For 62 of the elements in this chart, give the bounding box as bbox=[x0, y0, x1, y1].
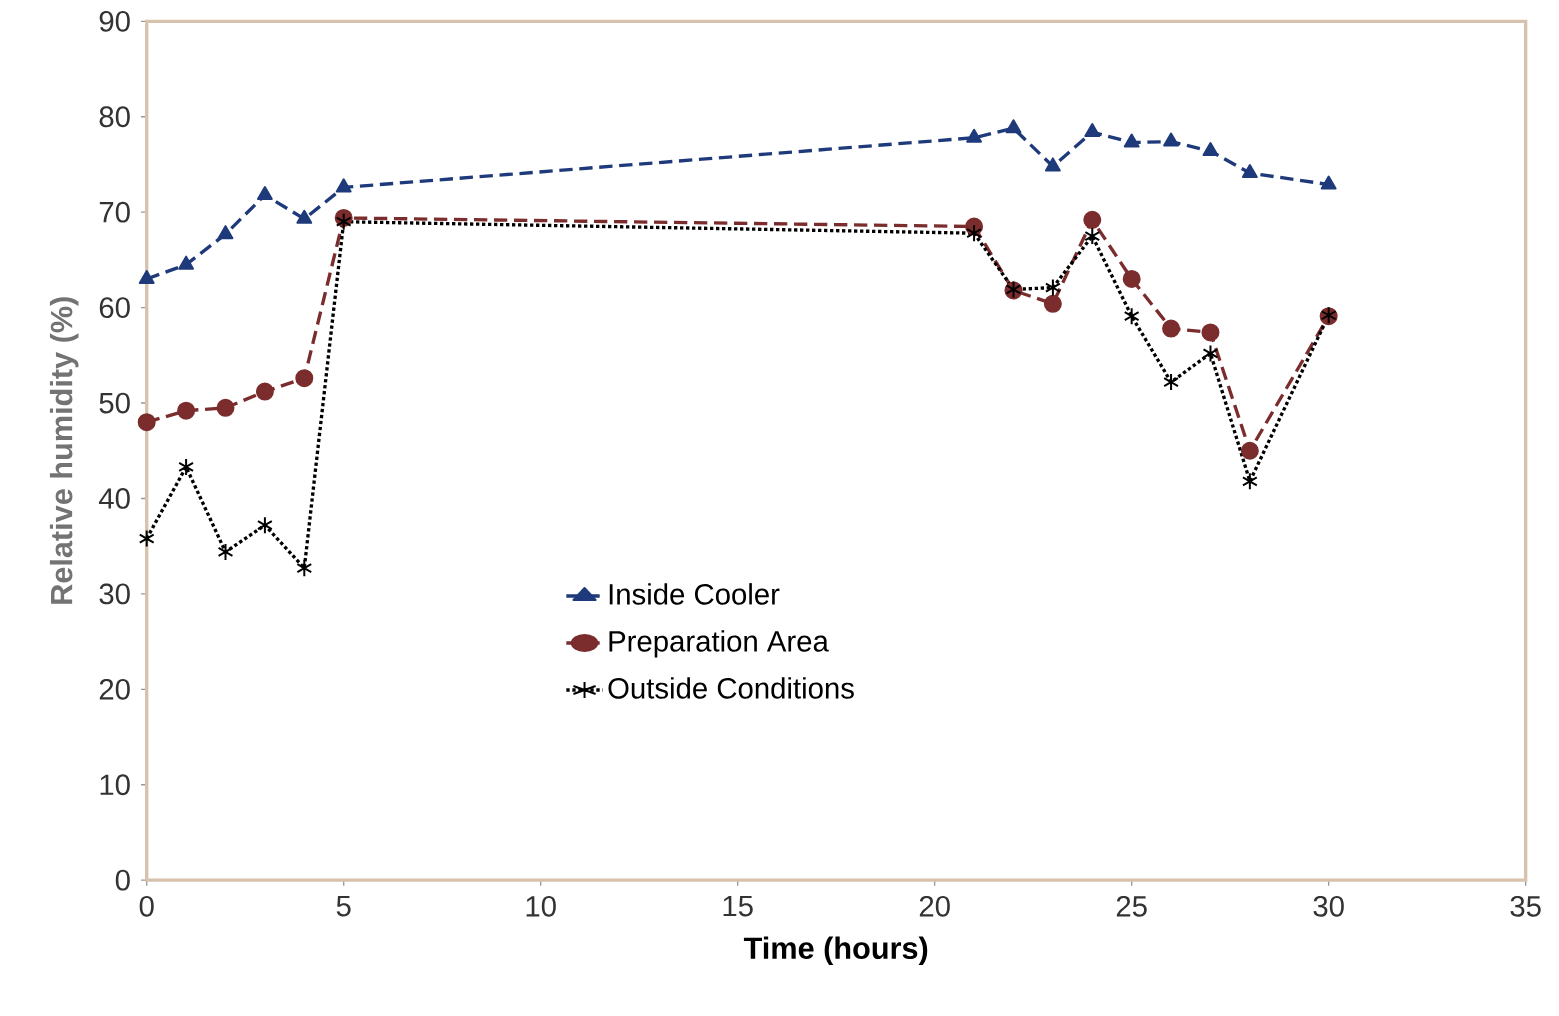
point bbox=[177, 401, 196, 420]
y-tick-label: 0 bbox=[115, 869, 130, 891]
point bbox=[217, 225, 234, 240]
point bbox=[296, 559, 313, 578]
point bbox=[1084, 226, 1101, 245]
x-tick-label: 5 bbox=[336, 895, 351, 917]
y-axis-title: Relative humidity (%) bbox=[49, 297, 79, 604]
point bbox=[1241, 163, 1258, 178]
point bbox=[335, 178, 352, 193]
y-tick-label: 30 bbox=[99, 583, 130, 605]
point bbox=[255, 382, 274, 401]
point bbox=[1241, 472, 1258, 491]
point bbox=[1123, 307, 1140, 326]
point bbox=[335, 212, 352, 231]
legend-label: Outside Conditions bbox=[608, 677, 854, 699]
point bbox=[1202, 344, 1219, 363]
x-tick-label: 30 bbox=[1313, 895, 1344, 917]
point bbox=[178, 457, 195, 476]
point bbox=[295, 369, 314, 388]
point bbox=[1122, 269, 1141, 288]
point bbox=[138, 529, 155, 548]
point bbox=[137, 413, 156, 432]
y-tick-label: 10 bbox=[100, 774, 130, 796]
point bbox=[1084, 122, 1101, 137]
point bbox=[1123, 133, 1140, 148]
x-tick-label: 25 bbox=[1116, 895, 1147, 917]
y-tick-label: 90 bbox=[99, 10, 130, 32]
point bbox=[1201, 323, 1220, 342]
x-axis-title: Time (hours) bbox=[743, 936, 928, 965]
point bbox=[256, 185, 273, 200]
x-tick-label: 35 bbox=[1510, 895, 1541, 917]
point bbox=[966, 128, 982, 143]
y-tick-label: 60 bbox=[99, 297, 130, 318]
point bbox=[1163, 372, 1179, 391]
point bbox=[1163, 132, 1179, 147]
y-tick-label: 80 bbox=[99, 106, 130, 128]
point bbox=[1320, 175, 1337, 190]
point bbox=[1162, 319, 1181, 338]
point bbox=[138, 269, 155, 284]
point bbox=[1005, 119, 1022, 134]
y-tick-label: 70 bbox=[99, 201, 130, 223]
point bbox=[256, 516, 273, 535]
x-tick-label: 10 bbox=[526, 895, 556, 917]
point bbox=[1240, 441, 1259, 460]
point bbox=[1083, 210, 1102, 229]
point bbox=[1044, 157, 1061, 172]
point bbox=[216, 398, 235, 417]
point bbox=[178, 255, 195, 270]
y-tick-label: 40 bbox=[99, 487, 130, 509]
x-tick-label: 15 bbox=[723, 895, 753, 917]
legend-label: Inside Cooler bbox=[609, 583, 780, 605]
x-tick-label: 20 bbox=[919, 895, 950, 917]
x-tick-label: 0 bbox=[139, 895, 154, 917]
point bbox=[296, 209, 313, 224]
point bbox=[966, 224, 982, 243]
point bbox=[1044, 278, 1061, 297]
point bbox=[1043, 294, 1062, 313]
point bbox=[217, 542, 234, 561]
point bbox=[1202, 142, 1219, 157]
y-tick-label: 20 bbox=[99, 678, 130, 700]
y-tick-label: 50 bbox=[99, 392, 130, 414]
legend-label: Preparation Area bbox=[609, 630, 829, 658]
